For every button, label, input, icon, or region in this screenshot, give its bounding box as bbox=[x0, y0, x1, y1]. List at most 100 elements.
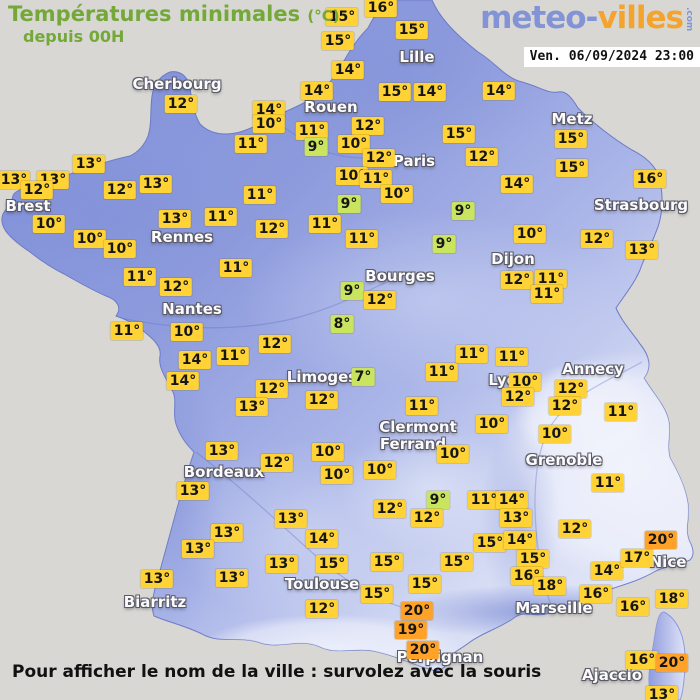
temp-badge[interactable]: 11° bbox=[204, 208, 238, 226]
temp-badge[interactable]: 12° bbox=[164, 95, 198, 113]
temp-badge[interactable]: 14° bbox=[482, 82, 516, 100]
temp-badge[interactable]: 18° bbox=[533, 577, 567, 595]
temp-badge[interactable]: 15° bbox=[321, 32, 355, 50]
temp-badge[interactable]: 12° bbox=[363, 291, 397, 309]
temp-badge[interactable]: 15° bbox=[408, 575, 442, 593]
temp-badge[interactable]: 11° bbox=[604, 403, 638, 421]
temp-badge[interactable]: 10° bbox=[73, 230, 107, 248]
temp-badge[interactable]: 13° bbox=[235, 398, 269, 416]
temp-badge[interactable]: 15° bbox=[554, 130, 588, 148]
temp-badge[interactable]: 10° bbox=[103, 240, 137, 258]
temp-badge[interactable]: 13° bbox=[499, 509, 533, 527]
temp-badge[interactable]: 10° bbox=[337, 135, 371, 153]
temp-badge[interactable]: 12° bbox=[255, 380, 289, 398]
temp-badge[interactable]: 16° bbox=[625, 651, 659, 669]
temp-badge[interactable]: 13° bbox=[205, 442, 239, 460]
temp-badge[interactable]: 12° bbox=[260, 454, 294, 472]
temp-badge[interactable]: 13° bbox=[274, 510, 308, 528]
temp-badge[interactable]: 12° bbox=[351, 117, 385, 135]
temp-badge[interactable]: 15° bbox=[325, 8, 359, 26]
temp-badge[interactable]: 10° bbox=[538, 425, 572, 443]
temp-badge[interactable]: 12° bbox=[548, 397, 582, 415]
temp-badge[interactable]: 10° bbox=[380, 185, 414, 203]
temp-badge[interactable]: 12° bbox=[373, 500, 407, 518]
temp-badge[interactable]: 20° bbox=[406, 641, 440, 659]
temp-badge[interactable]: 9° bbox=[432, 235, 456, 253]
temp-badge[interactable]: 12° bbox=[305, 600, 339, 618]
temp-badge[interactable]: 13° bbox=[72, 155, 106, 173]
temp-badge[interactable]: 11° bbox=[243, 186, 277, 204]
temp-badge[interactable]: 13° bbox=[139, 175, 173, 193]
temp-badge[interactable]: 12° bbox=[558, 520, 592, 538]
temp-badge[interactable]: 14° bbox=[305, 530, 339, 548]
temp-badge[interactable]: 11° bbox=[110, 322, 144, 340]
temp-badge[interactable]: 10° bbox=[436, 445, 470, 463]
temp-badge[interactable]: 11° bbox=[345, 230, 379, 248]
temp-badge[interactable]: 13° bbox=[625, 241, 659, 259]
temp-badge[interactable]: 14° bbox=[252, 101, 286, 119]
temp-badge[interactable]: 15° bbox=[378, 83, 412, 101]
temp-badge[interactable]: 15° bbox=[315, 555, 349, 573]
temp-badge[interactable]: 15° bbox=[473, 534, 507, 552]
temp-badge[interactable]: 9° bbox=[304, 138, 328, 156]
temp-badge[interactable]: 9° bbox=[451, 202, 475, 220]
temp-badge[interactable]: 14° bbox=[331, 61, 365, 79]
temp-badge[interactable]: 14° bbox=[300, 82, 334, 100]
temp-badge[interactable]: 14° bbox=[500, 175, 534, 193]
temp-badge[interactable]: 12° bbox=[159, 278, 193, 296]
temp-badge[interactable]: 9° bbox=[340, 282, 364, 300]
temp-badge[interactable]: 12° bbox=[258, 335, 292, 353]
temp-badge[interactable]: 14° bbox=[590, 562, 624, 580]
temp-badge[interactable]: 15° bbox=[395, 21, 429, 39]
temp-badge[interactable]: 10° bbox=[363, 461, 397, 479]
temp-badge[interactable]: 11° bbox=[295, 122, 329, 140]
temp-badge[interactable]: 11° bbox=[495, 348, 529, 366]
temp-badge[interactable]: 12° bbox=[465, 148, 499, 166]
temp-badge[interactable]: 20° bbox=[400, 602, 434, 620]
temp-badge[interactable]: 9° bbox=[426, 491, 450, 509]
temp-badge[interactable]: 11° bbox=[591, 474, 625, 492]
temp-badge[interactable]: 10° bbox=[170, 323, 204, 341]
temp-badge[interactable]: 12° bbox=[500, 271, 534, 289]
temp-badge[interactable]: 11° bbox=[308, 215, 342, 233]
temp-badge[interactable]: 15° bbox=[440, 553, 474, 571]
temp-badge[interactable]: 14° bbox=[495, 491, 529, 509]
temp-badge[interactable]: 16° bbox=[364, 0, 398, 17]
temp-badge[interactable]: 11° bbox=[534, 270, 568, 288]
temp-badge[interactable]: 11° bbox=[359, 170, 393, 188]
temp-badge[interactable]: 11° bbox=[530, 285, 564, 303]
temp-badge[interactable]: 8° bbox=[330, 315, 354, 333]
temp-badge[interactable]: 15° bbox=[555, 159, 589, 177]
temp-badge[interactable]: 20° bbox=[655, 654, 689, 672]
temp-badge[interactable]: 11° bbox=[455, 345, 489, 363]
temp-badge[interactable]: 13° bbox=[181, 540, 215, 558]
temp-badge[interactable]: 12° bbox=[410, 509, 444, 527]
temp-badge[interactable]: 14° bbox=[413, 83, 447, 101]
temp-badge[interactable]: 9° bbox=[337, 195, 361, 213]
temp-badge[interactable]: 19° bbox=[394, 621, 428, 639]
temp-badge[interactable]: 10° bbox=[513, 225, 547, 243]
temp-badge[interactable]: 12° bbox=[305, 391, 339, 409]
temp-badge[interactable]: 10° bbox=[311, 443, 345, 461]
temp-badge[interactable]: 13° bbox=[158, 210, 192, 228]
temp-badge[interactable]: 7° bbox=[351, 368, 375, 386]
temp-badge[interactable]: 12° bbox=[501, 388, 535, 406]
temp-badge[interactable]: 13° bbox=[140, 570, 174, 588]
temp-badge[interactable]: 15° bbox=[516, 550, 550, 568]
temp-badge[interactable]: 11° bbox=[216, 347, 250, 365]
temp-badge[interactable]: 11° bbox=[425, 363, 459, 381]
temp-badge[interactable]: 10° bbox=[475, 415, 509, 433]
temp-badge[interactable]: 12° bbox=[580, 230, 614, 248]
temp-badge[interactable]: 14° bbox=[178, 351, 212, 369]
temp-badge[interactable]: 11° bbox=[234, 135, 268, 153]
temp-badge[interactable]: 14° bbox=[503, 531, 537, 549]
temp-badge[interactable]: 16° bbox=[616, 598, 650, 616]
temp-badge[interactable]: 10° bbox=[320, 466, 354, 484]
temp-badge[interactable]: 15° bbox=[370, 553, 404, 571]
temp-badge[interactable]: 12° bbox=[362, 149, 396, 167]
meteo-villes-logo[interactable]: meteo-villes .com bbox=[480, 0, 694, 36]
temp-badge[interactable]: 17° bbox=[620, 549, 654, 567]
temp-badge[interactable]: 11° bbox=[405, 397, 439, 415]
temp-badge[interactable]: 16° bbox=[633, 170, 667, 188]
temp-badge[interactable]: 16° bbox=[579, 585, 613, 603]
